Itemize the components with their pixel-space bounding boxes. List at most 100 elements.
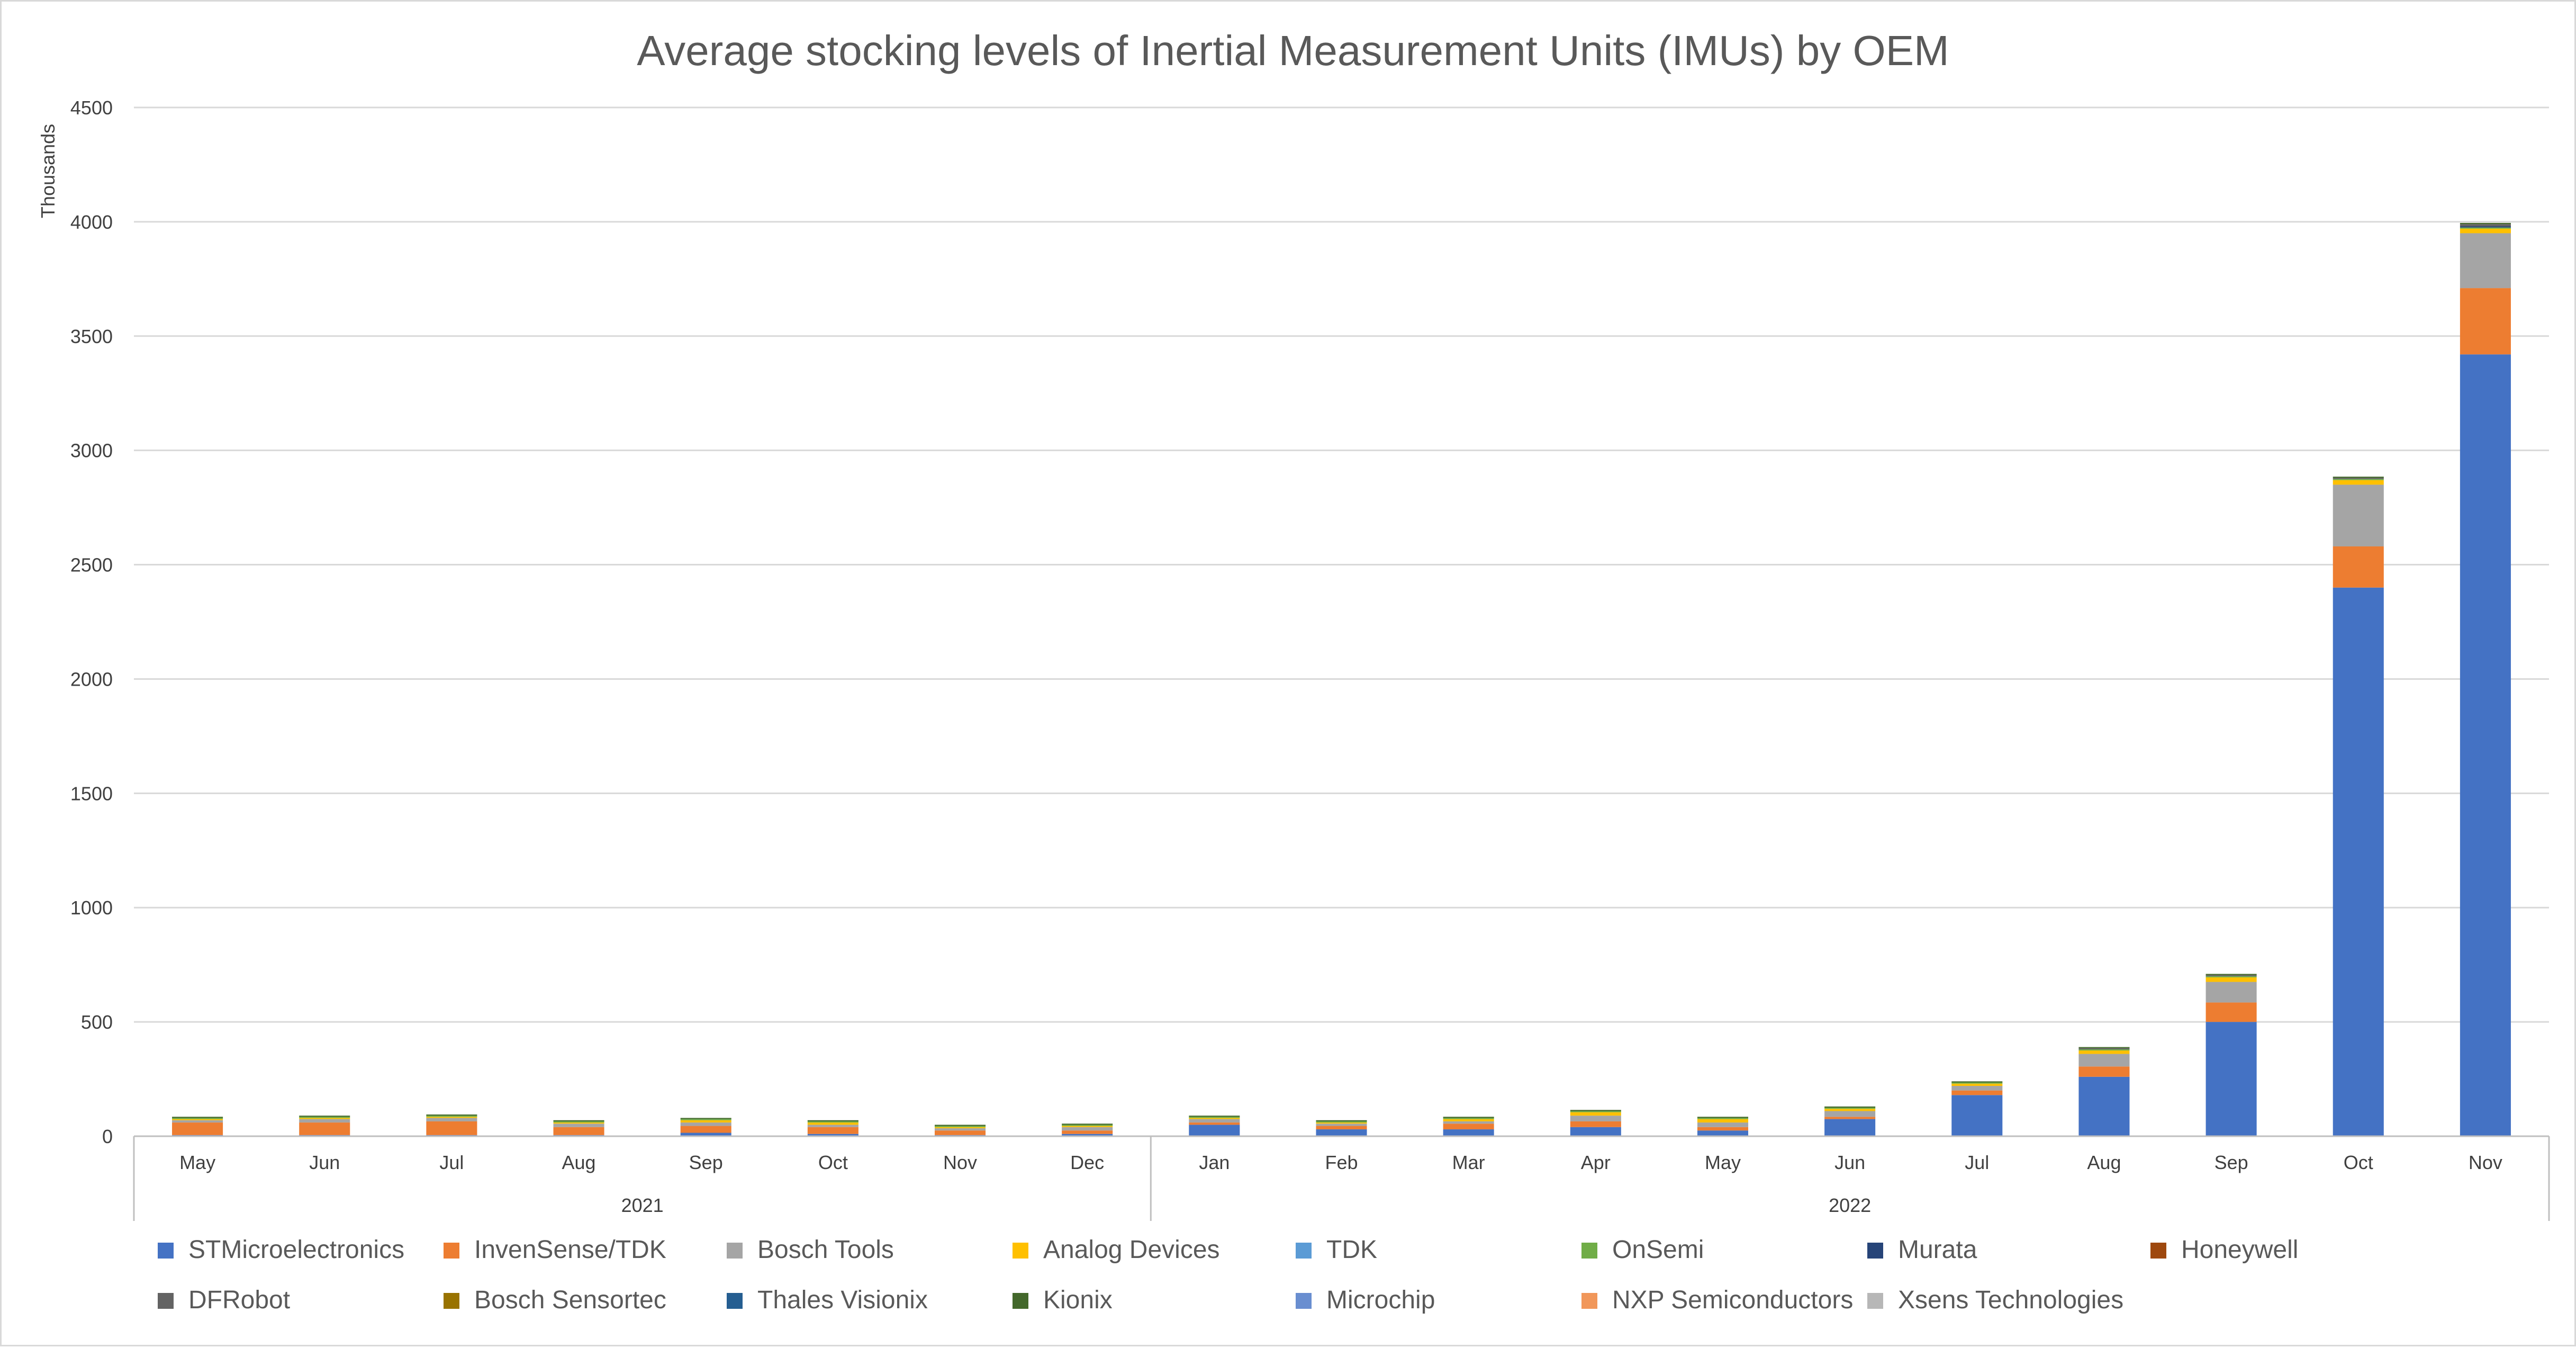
bar-segment — [934, 1128, 986, 1131]
bar-segment — [426, 1121, 477, 1135]
bar-segment — [2460, 223, 2511, 224]
legend-label: TDK — [1326, 1236, 1377, 1264]
y-tick-label: 3000 — [70, 440, 113, 462]
bar-segment — [2333, 477, 2384, 478]
bar-segment — [2206, 975, 2257, 976]
legend-label: Bosch Sensortec — [474, 1286, 666, 1314]
bar-segment — [1443, 1124, 1494, 1130]
legend-item: Thales Visionix — [727, 1286, 928, 1314]
legend-label: Microchip — [1326, 1286, 1435, 1314]
bar-segment — [1316, 1120, 1367, 1121]
legend-swatch — [1013, 1293, 1028, 1309]
bar-segment — [2333, 478, 2384, 479]
bar-segment — [1062, 1125, 1113, 1126]
legend-swatch — [727, 1243, 743, 1259]
bar-segment — [172, 1117, 223, 1118]
bar-segment — [172, 1122, 223, 1135]
x-tick-label: May — [179, 1152, 215, 1173]
x-tick-label: Oct — [818, 1152, 848, 1173]
y-tick-label: 0 — [102, 1126, 113, 1147]
bar-segment — [2206, 974, 2257, 975]
bar-segment — [1443, 1117, 1494, 1118]
bar-segment — [680, 1133, 731, 1136]
x-tick-label: Sep — [2215, 1152, 2248, 1173]
y-tick-label: 3500 — [70, 326, 113, 347]
legend-label: Thales Visionix — [757, 1286, 928, 1314]
legend-label: DFRobot — [188, 1286, 290, 1314]
bar-segment — [2333, 480, 2384, 485]
bar-segment — [2078, 1047, 2130, 1048]
x-tick-label: Aug — [562, 1152, 596, 1173]
bar-segment — [2078, 1066, 2130, 1077]
bar-segment — [1062, 1124, 1113, 1125]
axes: 0 500 1000 1500 2000 2500 3000 3500 4000 4500 May J… — [70, 97, 2550, 1221]
bar-segment — [172, 1120, 223, 1123]
bar-segment — [2460, 288, 2511, 355]
y-tick-label: 4500 — [70, 97, 113, 119]
bar-segment — [1824, 1109, 1876, 1111]
bar-segment — [1951, 1083, 2003, 1086]
x-tick-label: Jan — [1199, 1152, 1230, 1173]
legend-item: Bosch Sensortec — [444, 1286, 666, 1314]
bar-segment — [1951, 1095, 2003, 1136]
bar-segment — [1824, 1111, 1876, 1117]
bar-segment — [2460, 224, 2511, 227]
gridlines — [134, 106, 2549, 1137]
x-tick-label: Jun — [1834, 1152, 1865, 1173]
y-tick-label: 500 — [81, 1011, 113, 1033]
bar-segment — [1062, 1130, 1113, 1134]
x-tick-label: Jun — [309, 1152, 340, 1173]
bar-segment — [172, 1118, 223, 1119]
x-tick-label: Feb — [1325, 1152, 1358, 1173]
legend-swatch — [1867, 1243, 1883, 1259]
legend-swatch — [1013, 1243, 1028, 1259]
legend-swatch — [1581, 1243, 1597, 1259]
bar-segment — [680, 1122, 731, 1126]
legend-label: NXP Semiconductors — [1612, 1286, 1853, 1314]
bar-segment — [680, 1120, 731, 1123]
bar-segment — [1062, 1127, 1113, 1131]
bar-segment — [807, 1121, 858, 1123]
x-tick-label: Dec — [1070, 1152, 1104, 1173]
bar-segment — [1951, 1090, 2003, 1095]
y-tick-label: 1000 — [70, 897, 113, 919]
legend-item: Murata — [1867, 1236, 1977, 1264]
bar-segment — [1189, 1125, 1240, 1136]
legend-item: Xsens Technologies — [1867, 1286, 2123, 1314]
bar-segment — [1189, 1117, 1240, 1118]
x-tick-label: Nov — [2469, 1152, 2502, 1173]
legend-item: Honeywell — [2150, 1236, 2298, 1264]
bar-segment — [172, 1119, 223, 1120]
x-tick-label: Mar — [1452, 1152, 1485, 1173]
bar-segment — [1697, 1122, 1749, 1127]
bar-segment — [1443, 1118, 1494, 1119]
legend-item: Kionix — [1013, 1286, 1113, 1314]
bar-segment — [2460, 227, 2511, 229]
bar-segment — [807, 1122, 858, 1125]
y-tick-label: 2500 — [70, 554, 113, 576]
bar-segment — [2206, 1002, 2257, 1022]
bar-segment — [1316, 1122, 1367, 1124]
x-tick-label: Nov — [943, 1152, 977, 1173]
bar-segment — [1697, 1117, 1749, 1118]
bar-segment — [1697, 1127, 1749, 1131]
bar-segment — [2333, 587, 2384, 1136]
legend-item: TDK — [1296, 1236, 1377, 1264]
bar-segment — [934, 1126, 986, 1127]
y-tick-label: 2000 — [70, 668, 113, 690]
legend-swatch — [1581, 1293, 1597, 1309]
bar-segment — [1316, 1124, 1367, 1126]
x-tick-label: Sep — [689, 1152, 723, 1173]
legend-label: STMicroelectronics — [188, 1236, 404, 1264]
bar-segment — [2460, 233, 2511, 289]
x-tick-label: Oct — [2344, 1152, 2373, 1173]
legend-label: Honeywell — [2181, 1236, 2298, 1264]
bar-segment — [299, 1117, 350, 1118]
y-axis-label: Thousands — [37, 124, 59, 218]
bar-segment — [299, 1118, 350, 1119]
bar-segment — [1951, 1086, 2003, 1091]
legend-swatch — [2150, 1243, 2166, 1259]
x-group-label: 2022 — [1829, 1194, 1871, 1216]
legend-item: DFRobot — [158, 1286, 290, 1314]
